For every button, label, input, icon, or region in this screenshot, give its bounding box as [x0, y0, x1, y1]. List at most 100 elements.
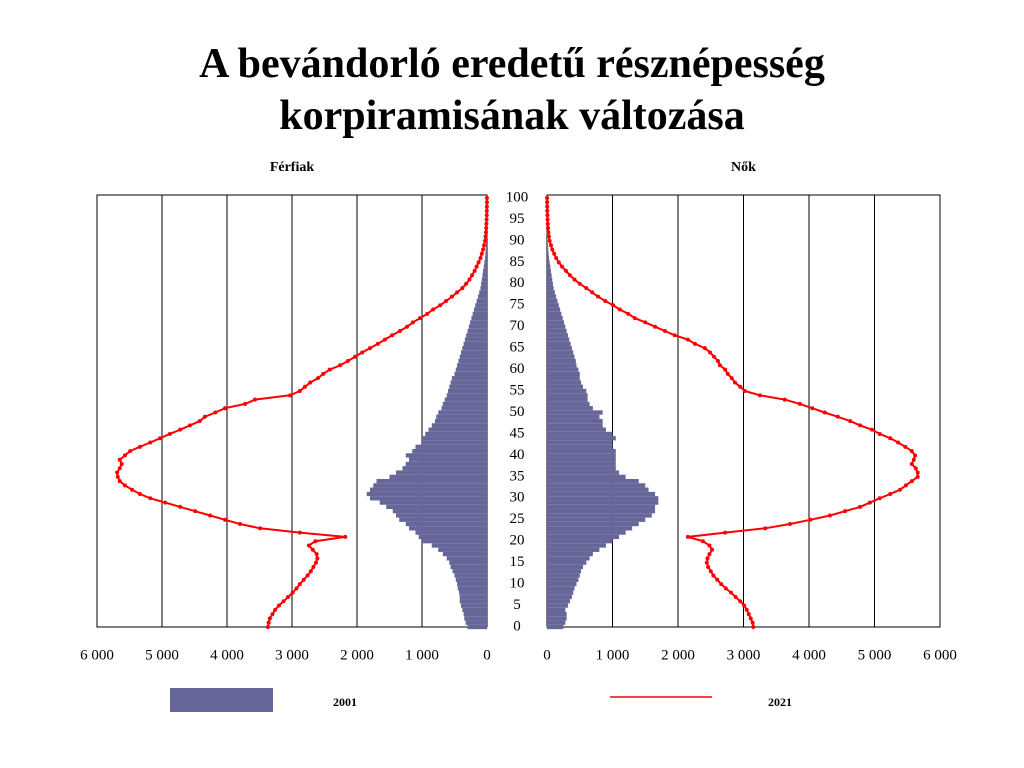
x-tick-label: 3 000 — [727, 647, 761, 663]
point — [596, 294, 601, 299]
x-tick-label: 6 000 — [80, 647, 114, 663]
point — [484, 196, 489, 200]
y-tick-label: 0 — [513, 618, 521, 634]
bar — [547, 440, 613, 445]
point — [744, 607, 749, 612]
bar — [547, 448, 616, 454]
bar — [547, 624, 564, 630]
bar — [547, 466, 616, 471]
bar — [451, 376, 487, 381]
point — [545, 200, 550, 205]
point — [732, 380, 737, 385]
point — [167, 431, 172, 436]
point — [308, 380, 313, 385]
bar — [422, 436, 487, 441]
point — [877, 431, 882, 436]
y-tick-label: 30 — [510, 490, 525, 506]
bar — [547, 547, 600, 552]
bar — [547, 290, 555, 295]
bar — [467, 624, 487, 630]
point — [632, 316, 637, 321]
point — [197, 419, 202, 424]
point — [390, 333, 395, 338]
y-tick-label: 10 — [510, 576, 525, 592]
x-tick-label: 6 000 — [923, 647, 957, 663]
point — [464, 281, 469, 286]
point — [484, 217, 489, 222]
point — [311, 564, 316, 569]
point — [835, 414, 840, 419]
point — [848, 419, 853, 424]
point — [238, 522, 242, 527]
point — [733, 594, 738, 599]
point — [484, 221, 489, 226]
point — [368, 346, 372, 351]
point — [725, 371, 730, 376]
point — [137, 444, 142, 449]
bar — [485, 251, 487, 256]
point — [584, 286, 589, 291]
bar — [547, 324, 566, 329]
point — [750, 620, 755, 625]
chart-title: A bevándorló eredetű résznépesség korpir… — [199, 41, 825, 139]
point — [888, 436, 893, 441]
point — [258, 526, 263, 531]
point — [122, 453, 127, 458]
point — [343, 534, 348, 539]
bar — [547, 581, 577, 587]
bar — [547, 328, 567, 334]
bar — [547, 371, 580, 377]
point — [277, 603, 281, 608]
x-tick-label: 2 000 — [340, 647, 374, 663]
point — [603, 298, 608, 303]
point — [843, 509, 848, 514]
point — [306, 543, 311, 548]
x-tick-label: 0 — [483, 647, 491, 663]
line — [546, 198, 919, 628]
point — [748, 616, 753, 621]
point — [545, 217, 550, 222]
bar — [415, 444, 487, 449]
legend-swatch — [170, 688, 273, 712]
bar — [547, 436, 616, 441]
point — [545, 221, 550, 226]
point — [418, 316, 423, 321]
point — [757, 393, 762, 398]
bar — [547, 586, 575, 591]
point — [478, 256, 483, 261]
y-tick-label: 40 — [510, 447, 525, 463]
bar — [547, 478, 639, 484]
bar — [547, 251, 549, 256]
bar — [547, 556, 590, 561]
point — [738, 384, 743, 389]
bar — [470, 320, 487, 325]
bar — [471, 315, 487, 321]
bar — [461, 350, 487, 355]
bar — [547, 406, 593, 411]
point — [297, 389, 302, 394]
point — [438, 303, 443, 308]
point — [115, 474, 120, 479]
bar — [547, 264, 551, 269]
point — [455, 290, 460, 295]
point — [353, 354, 358, 359]
bar — [547, 444, 613, 449]
point — [611, 303, 616, 308]
point — [305, 573, 310, 578]
point — [858, 423, 863, 428]
bar — [464, 337, 487, 342]
point — [303, 384, 307, 389]
bar — [436, 414, 487, 419]
bar — [484, 260, 487, 265]
bar — [547, 410, 603, 415]
bar — [392, 509, 487, 514]
bar — [431, 543, 487, 548]
point — [808, 517, 813, 522]
point — [122, 483, 127, 488]
point — [483, 238, 488, 243]
bar — [442, 551, 487, 557]
bar — [547, 346, 572, 351]
bar — [547, 376, 580, 381]
point — [788, 522, 793, 527]
point — [117, 466, 122, 471]
